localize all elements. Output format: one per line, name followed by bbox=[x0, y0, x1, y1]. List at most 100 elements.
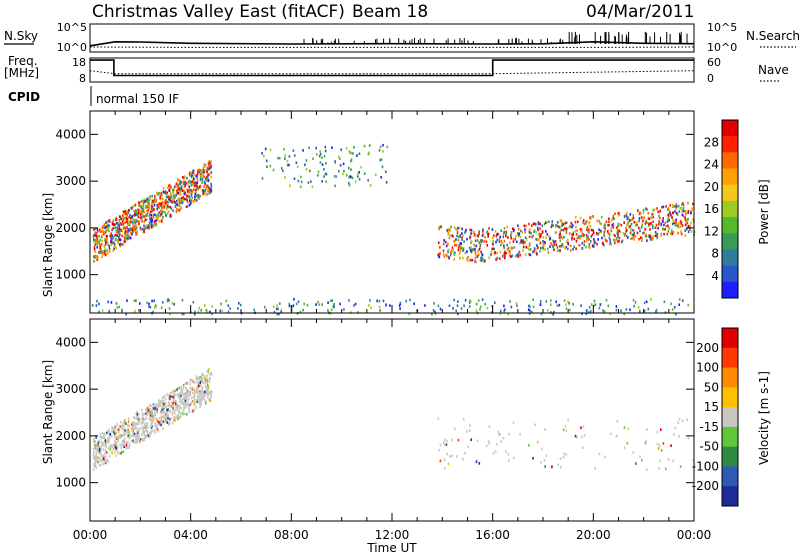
heatmap-cell bbox=[470, 258, 473, 262]
heatmap-cell bbox=[692, 218, 694, 221]
velocity-heatmap bbox=[92, 368, 696, 472]
heatmap-cell bbox=[123, 440, 125, 443]
heatmap-cell bbox=[132, 222, 134, 226]
heatmap-cell bbox=[186, 200, 189, 204]
heatmap-cell bbox=[197, 194, 200, 198]
heatmap-cell bbox=[192, 169, 194, 173]
heatmap-cell bbox=[141, 408, 143, 412]
heatmap-cell bbox=[128, 434, 131, 438]
heatmap-cell bbox=[381, 165, 384, 169]
heatmap-cell bbox=[599, 303, 602, 306]
heatmap-cell bbox=[167, 402, 170, 405]
heatmap-cell bbox=[151, 225, 153, 229]
heatmap-cell bbox=[481, 230, 484, 233]
heatmap-cell bbox=[610, 229, 613, 233]
colorbar-swatch bbox=[722, 387, 738, 408]
heatmap-cell bbox=[653, 208, 656, 211]
heatmap-cell bbox=[193, 393, 195, 397]
heatmap-cell bbox=[204, 304, 206, 307]
heatmap-cell bbox=[194, 389, 196, 393]
heatmap-cell bbox=[203, 397, 205, 401]
y-tick-label: 1000 bbox=[55, 476, 86, 490]
heatmap-cell bbox=[98, 449, 101, 453]
heatmap-cell bbox=[184, 401, 187, 405]
heatmap-cell bbox=[179, 198, 181, 202]
heatmap-cell bbox=[556, 304, 559, 307]
heatmap-cell bbox=[118, 235, 120, 239]
heatmap-cell bbox=[157, 205, 159, 208]
heatmap-cell bbox=[125, 444, 128, 447]
heatmap-cell bbox=[512, 421, 515, 425]
heatmap-cell bbox=[608, 220, 610, 223]
heatmap-cell bbox=[479, 308, 481, 311]
heatmap-cell bbox=[116, 423, 118, 426]
heatmap-cell bbox=[101, 443, 103, 447]
heatmap-cell bbox=[119, 233, 121, 236]
sky-panel-frame bbox=[89, 23, 695, 53]
heatmap-cell bbox=[662, 227, 664, 231]
heatmap-cell bbox=[132, 214, 135, 217]
heatmap-cell bbox=[178, 201, 181, 204]
heatmap-cell bbox=[141, 416, 144, 419]
heatmap-cell bbox=[132, 421, 134, 425]
heatmap-cell bbox=[498, 238, 501, 241]
heatmap-cell bbox=[175, 415, 178, 419]
heatmap-cell bbox=[179, 201, 182, 205]
heatmap-cell bbox=[165, 417, 167, 420]
heatmap-cell bbox=[153, 199, 155, 202]
heatmap-cell bbox=[470, 249, 472, 253]
heatmap-cell bbox=[633, 238, 635, 241]
heatmap-cell bbox=[161, 207, 164, 210]
heatmap-cell bbox=[581, 247, 584, 250]
heatmap-cell bbox=[159, 202, 162, 205]
heatmap-cell bbox=[141, 214, 144, 218]
colorbar-tick-label: 12 bbox=[704, 224, 719, 238]
heatmap-cell bbox=[442, 252, 445, 256]
heatmap-cell bbox=[350, 168, 352, 171]
heatmap-cell bbox=[154, 422, 157, 425]
heatmap-cell bbox=[183, 396, 186, 399]
heatmap-cell bbox=[545, 221, 547, 224]
heatmap-cell bbox=[117, 238, 120, 241]
heatmap-cell bbox=[306, 303, 309, 307]
heatmap-cell bbox=[186, 198, 188, 202]
heatmap-cell bbox=[187, 188, 189, 192]
heatmap-cell bbox=[117, 241, 119, 245]
heatmap-cell bbox=[180, 388, 182, 392]
heatmap-cell bbox=[138, 440, 141, 443]
colorbar-tick-label: 100 bbox=[696, 361, 719, 375]
heatmap-cell bbox=[566, 240, 568, 244]
heatmap-cell bbox=[107, 459, 109, 463]
heatmap-cell bbox=[111, 223, 114, 226]
heatmap-cell bbox=[155, 223, 157, 227]
heatmap-cell bbox=[309, 169, 311, 173]
heatmap-cell bbox=[465, 228, 467, 232]
heatmap-cell bbox=[286, 159, 289, 163]
heatmap-cell bbox=[660, 428, 662, 431]
heatmap-cell bbox=[449, 253, 452, 257]
heatmap-cell bbox=[220, 302, 222, 306]
heatmap-cell bbox=[463, 240, 465, 243]
heatmap-cell bbox=[150, 423, 152, 426]
heatmap-cell bbox=[517, 228, 520, 231]
heatmap-cell bbox=[518, 232, 521, 235]
heatmap-cell bbox=[134, 222, 137, 226]
heatmap-cell bbox=[147, 409, 149, 412]
heatmap-cell bbox=[101, 230, 103, 233]
heatmap-cell bbox=[677, 204, 680, 208]
heatmap-cell bbox=[552, 245, 555, 249]
heatmap-cell bbox=[168, 423, 170, 426]
heatmap-cell bbox=[162, 420, 164, 423]
heatmap-cell bbox=[150, 421, 153, 425]
heatmap-cell bbox=[191, 180, 194, 183]
heatmap-cell bbox=[555, 224, 557, 228]
heatmap-cell bbox=[125, 422, 127, 425]
heatmap-cell bbox=[159, 401, 162, 405]
heatmap-cell bbox=[440, 225, 442, 228]
heatmap-cell bbox=[175, 182, 178, 186]
heatmap-cell bbox=[569, 249, 572, 252]
heatmap-cell bbox=[110, 445, 112, 448]
heatmap-cell bbox=[161, 421, 163, 424]
heatmap-cell bbox=[576, 236, 579, 240]
heatmap-cell bbox=[678, 210, 681, 213]
